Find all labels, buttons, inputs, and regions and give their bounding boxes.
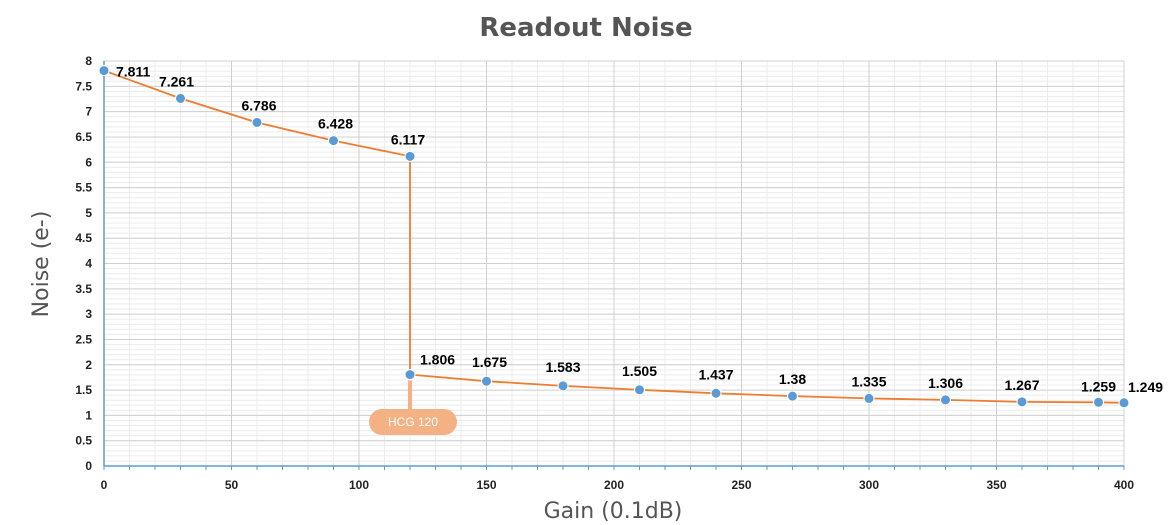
y-tick-label: 6.5 xyxy=(75,130,92,144)
data-point xyxy=(787,390,798,402)
y-tick-label: 8 xyxy=(85,54,92,68)
y-tick-label: 5.5 xyxy=(75,181,92,195)
y-tick-label: 4.5 xyxy=(75,231,92,245)
data-point xyxy=(1118,397,1130,409)
data-point xyxy=(1093,396,1104,408)
y-tick-label: 3.5 xyxy=(75,282,92,296)
data-label: 1.505 xyxy=(622,363,657,379)
data-point xyxy=(940,394,951,406)
data-label: 1.437 xyxy=(698,366,733,382)
data-label: 7.811 xyxy=(116,64,150,80)
x-tick-label: 150 xyxy=(476,478,496,492)
data-label: 1.249 xyxy=(1128,379,1163,395)
x-tick-label: 50 xyxy=(225,478,239,492)
y-tick-label: 2 xyxy=(85,358,92,372)
data-labels: 7.811 7.261 6.786 6.428 6.117 1.806 1.675 1.583… xyxy=(116,64,1163,395)
chart-title: Readout Noise xyxy=(479,13,692,43)
y-tick-label: 0.5 xyxy=(75,434,92,448)
y-axis-title: Noise (e-) xyxy=(29,211,54,318)
data-point xyxy=(98,65,110,77)
y-tick-label: 2.5 xyxy=(75,332,92,346)
x-tick-label: 300 xyxy=(859,478,879,492)
annotation-label: HCG 120 xyxy=(388,415,438,429)
gridlines xyxy=(103,60,1125,467)
axes: 0 0.5 1 1.5 2 2.5 3 3.5 4 4.5 5 5.5 6 6.5 7 7.5 8 0 50 100 1… xyxy=(75,54,1134,492)
y-tick-label: 1.5 xyxy=(75,383,92,397)
data-label: 6.428 xyxy=(318,116,353,132)
annotation-box xyxy=(369,409,457,435)
data-label: 6.786 xyxy=(241,97,276,113)
data-point xyxy=(328,135,339,147)
series-line xyxy=(103,69,1125,404)
data-label: 7.261 xyxy=(159,73,194,89)
x-tick-label: 200 xyxy=(604,478,624,492)
y-tick-label: 0 xyxy=(85,459,92,473)
data-label: 1.806 xyxy=(420,352,455,368)
y-tick-label: 1 xyxy=(85,408,92,422)
data-point xyxy=(251,116,263,128)
data-point xyxy=(404,150,416,162)
data-point xyxy=(863,392,875,404)
annotations: HCG 120 xyxy=(369,380,457,435)
y-tick-label: 5 xyxy=(85,206,92,220)
y-tick-label: 6 xyxy=(85,155,92,169)
x-tick-label: 400 xyxy=(1114,478,1134,492)
data-label: 1.306 xyxy=(928,375,963,391)
y-tick-label: 4 xyxy=(85,257,92,271)
data-point xyxy=(404,369,416,381)
y-tick-label: 7 xyxy=(85,105,92,119)
data-label: 1.38 xyxy=(779,371,806,387)
data-point xyxy=(634,384,645,396)
y-tick-label: 3 xyxy=(85,307,92,321)
x-tick-label: 0 xyxy=(101,478,108,492)
data-label: 1.335 xyxy=(851,373,886,389)
data-label: 1.267 xyxy=(1004,377,1039,393)
y-tick-label: 7.5 xyxy=(75,79,92,93)
data-label: 1.259 xyxy=(1081,378,1116,394)
x-tick-label: 100 xyxy=(349,478,369,492)
data-label: 1.583 xyxy=(545,359,580,375)
data-label: 6.117 xyxy=(391,131,425,147)
data-point xyxy=(710,387,722,399)
data-point xyxy=(175,92,186,104)
data-label: 1.675 xyxy=(472,354,507,370)
x-tick-label: 350 xyxy=(986,478,1006,492)
x-axis-title: Gain (0.1dB) xyxy=(544,499,683,524)
data-point xyxy=(1016,396,1028,408)
data-point xyxy=(481,375,492,387)
data-point xyxy=(557,380,569,392)
x-tick-label: 250 xyxy=(731,478,751,492)
series-layer xyxy=(98,65,1130,409)
